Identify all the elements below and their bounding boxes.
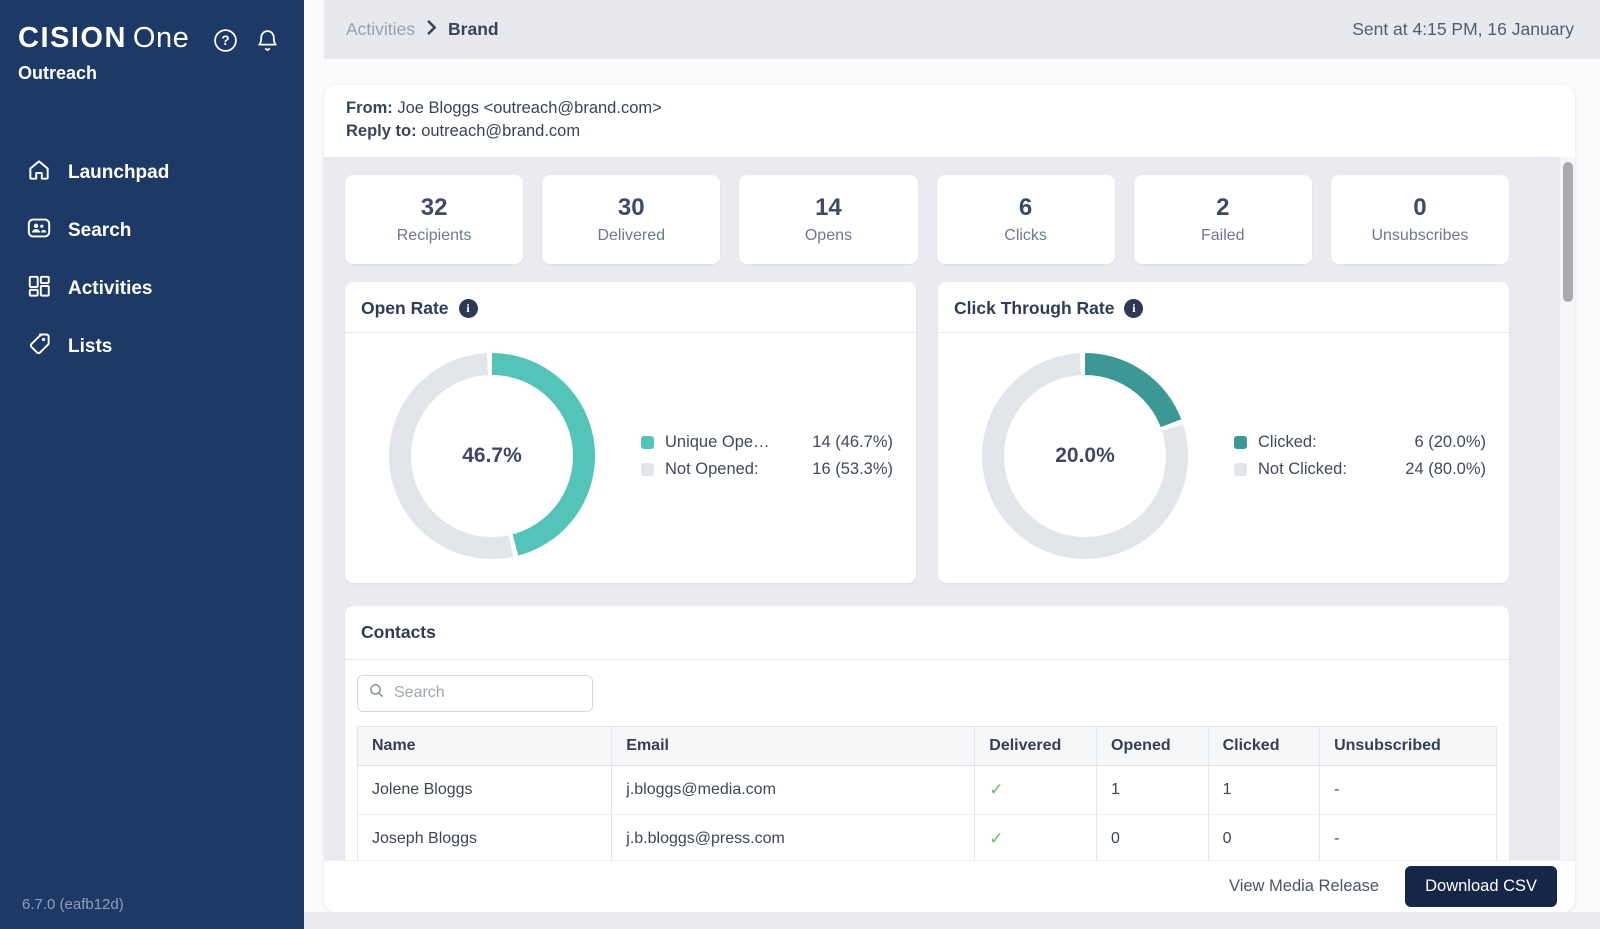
search-input[interactable] (394, 684, 564, 703)
table-row: Joseph Bloggs j.b.bloggs@press.com ✓ 0 0… (358, 814, 1496, 860)
stat-delivered: 30 Delivered (542, 174, 721, 264)
logo-one: One (132, 22, 190, 54)
open-rate-center-value: 46.7% (462, 443, 522, 467)
info-icon[interactable]: i (458, 298, 478, 318)
table-row: Jolene Bloggs j.bloggs@media.com ✓ 1 1 - (358, 765, 1496, 815)
table-header-row: Name Email Delivered Opened Clicked Unsu… (358, 726, 1496, 766)
open-rate-title: Open Rate (361, 297, 449, 318)
home-icon (26, 157, 52, 189)
sidebar-item-label: Activities (68, 278, 153, 299)
click-through-rate-title: Click Through Rate (954, 297, 1115, 318)
activity-detail-card: From: Joe Bloggs <outreach@brand.com> Re… (324, 85, 1575, 912)
logo-cision: CISION (18, 22, 127, 54)
col-name: Name (358, 726, 613, 766)
reply-to-value: outreach@brand.com (421, 122, 581, 141)
legend-swatch-clicked (1234, 435, 1247, 449)
legend-swatch-unique-opened (641, 435, 654, 449)
stat-recipients: 32 Recipients (345, 174, 524, 264)
contacts-table: Name Email Delivered Opened Clicked Unsu… (357, 725, 1497, 860)
help-icon[interactable]: ? (213, 28, 238, 53)
sidebar-item-label: Launchpad (68, 162, 170, 183)
sidebar: CISION One ? Outreach (0, 0, 304, 929)
col-clicked: Clicked (1208, 726, 1321, 766)
from-label: From: (346, 99, 393, 117)
breadcrumb-activities-link[interactable]: Activities (346, 19, 416, 39)
sidebar-item-launchpad[interactable]: Launchpad (18, 144, 286, 202)
main-area: Activities Brand Sent at 4:15 PM, 16 Jan… (304, 0, 1600, 929)
sidebar-item-label: Search (68, 220, 132, 241)
from-value: Joe Bloggs <outreach@brand.com> (397, 99, 662, 117)
legend-swatch-not-clicked (1234, 462, 1247, 476)
horizontal-scrollbar[interactable] (304, 912, 1600, 929)
click-through-donut-chart: 20.0% (982, 352, 1188, 559)
open-rate-donut-chart: 46.7% (389, 352, 595, 559)
sidebar-item-search[interactable]: Search (18, 202, 286, 260)
scroll-region: 32 Recipients 30 Delivered 14 Opens 6 (324, 156, 1575, 860)
contacts-title: Contacts (361, 621, 436, 642)
dashboard-grid-icon (26, 273, 52, 305)
delivered-check-icon: ✓ (989, 828, 1004, 848)
tag-icon (26, 331, 52, 363)
ctr-legend: Clicked: 6 (20.0%) Not Clicked: 24 (80.0… (1234, 425, 1486, 487)
stat-opens: 14 Opens (739, 174, 918, 264)
cision-one-logo: CISION One (18, 22, 189, 55)
card-footer: View Media Release Download CSV (324, 860, 1575, 912)
delivered-check-icon: ✓ (989, 779, 1004, 799)
stat-failed: 2 Failed (1133, 174, 1312, 264)
content-wrap: From: Joe Bloggs <outreach@brand.com> Re… (324, 59, 1600, 929)
reply-to-label: Reply to: (346, 122, 417, 141)
vertical-scrollbar (1560, 156, 1575, 860)
chevron-right-icon (425, 19, 438, 40)
notifications-bell-icon[interactable] (255, 28, 280, 53)
col-unsubscribed: Unsubscribed (1319, 726, 1496, 766)
click-through-rate-card: Click Through Rate i 20.0% (938, 281, 1509, 583)
breadcrumb: Activities Brand (346, 19, 499, 40)
stats-row: 32 Recipients 30 Delivered 14 Opens 6 (345, 174, 1510, 264)
vertical-scrollbar-thumb[interactable] (1562, 161, 1573, 302)
col-opened: Opened (1096, 726, 1209, 766)
open-rate-card: Open Rate i 46.7% (345, 281, 916, 583)
app-version: 6.7.0 (eafb12d) (22, 896, 124, 913)
sidebar-item-label: Lists (68, 336, 113, 357)
info-icon[interactable]: i (1124, 298, 1144, 318)
sidebar-item-lists[interactable]: Lists (18, 318, 286, 376)
stat-unsubscribes: 0 Unsubscribes (1330, 174, 1510, 264)
view-media-release-button[interactable]: View Media Release (1213, 867, 1395, 906)
open-rate-legend: Unique Ope… 14 (46.7%) Not Opened: 16 (5… (641, 425, 893, 487)
svg-text:?: ? (221, 33, 229, 48)
legend-swatch-not-opened (641, 462, 654, 476)
contacts-search (357, 674, 593, 712)
contacts-badge-icon (26, 215, 52, 247)
charts-row: Open Rate i 46.7% (345, 281, 1509, 583)
ctr-center-value: 20.0% (1055, 443, 1115, 467)
col-delivered: Delivered (974, 726, 1098, 766)
sidebar-nav: Launchpad Search (18, 144, 286, 376)
search-icon (368, 682, 385, 704)
stat-clicks: 6 Clicks (936, 174, 1115, 264)
product-name: Outreach (18, 63, 98, 83)
sent-timestamp: Sent at 4:15 PM, 16 January (1352, 19, 1574, 39)
topbar: Activities Brand Sent at 4:15 PM, 16 Jan… (324, 0, 1600, 59)
download-csv-button[interactable]: Download CSV (1405, 866, 1557, 907)
message-meta: From: Joe Bloggs <outreach@brand.com> Re… (324, 85, 1575, 157)
breadcrumb-current: Brand (448, 19, 499, 39)
sidebar-item-activities[interactable]: Activities (18, 260, 286, 318)
col-email: Email (611, 726, 976, 766)
contacts-card: Contacts (345, 605, 1509, 860)
